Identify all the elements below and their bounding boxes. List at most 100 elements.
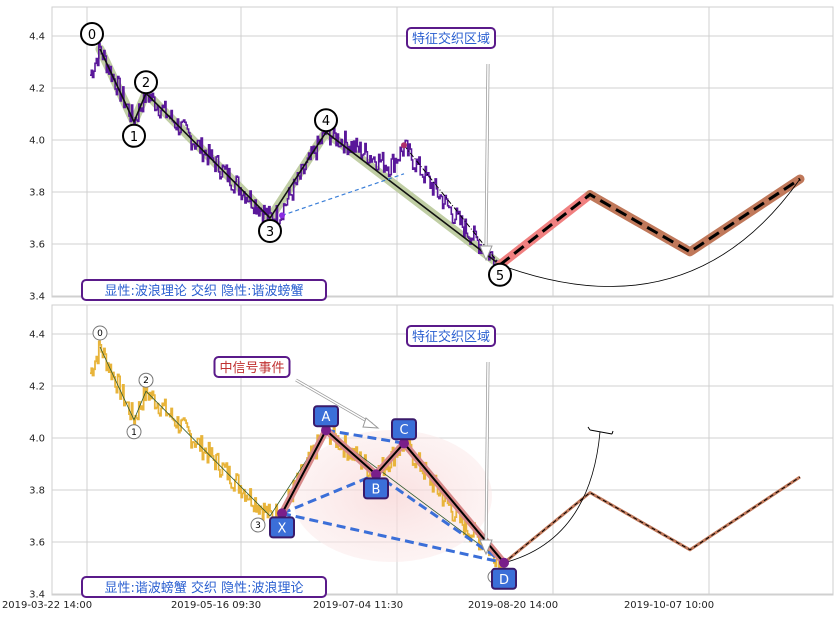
wave-point-0: 0	[80, 22, 104, 46]
arrow-head	[479, 245, 493, 262]
hidden-point	[279, 212, 285, 219]
projection-bracket	[587, 426, 614, 435]
panel-caption-top-box	[81, 279, 327, 301]
wave-point-2-label: 2	[142, 76, 150, 91]
projection-line	[499, 177, 801, 266]
arrow-shaft-inner	[485, 63, 489, 251]
y-tick-label: 4.4	[29, 330, 45, 341]
wave-point-0-label: 0	[97, 329, 103, 339]
harmonic-label-text: B	[372, 482, 381, 497]
x-tick-labels: 2019-03-22 14:00 2019-05-16 09:30 2019-07-…	[2, 600, 714, 611]
harmonic-label-D: D	[491, 567, 517, 590]
harmonic-glow	[292, 430, 492, 562]
x-tick-label: 2019-07-04 11:30	[313, 600, 403, 611]
wave-point-5-circle	[488, 262, 512, 287]
harmonic-label-text: X	[278, 521, 287, 536]
x-tick-label: 2019-05-16 09:30	[171, 600, 261, 611]
harmonic-label-text: C	[399, 423, 408, 438]
x-tick-label: 2019-08-20 14:00	[468, 600, 558, 611]
harmonic-point-dot	[321, 425, 331, 436]
projection-line	[503, 476, 801, 564]
x-tick-label: 2019-03-22 14:00	[2, 600, 92, 611]
y-tick-label: 3.4	[29, 590, 45, 601]
panel-caption-top-text: 显性:波浪理论 交织 隐性:谐波螃蟹	[104, 283, 303, 299]
wave-point-0-circle	[80, 22, 104, 46]
wave-point-5: 5	[488, 262, 512, 287]
wave-point-3-circle	[250, 517, 266, 533]
panel-caption-bottom-text: 显性:谐波螃蟹 交织 隐性:波浪理论	[104, 580, 303, 596]
signal-event-label: 中信号事件	[213, 356, 291, 378]
wave-point-2-circle	[134, 70, 158, 95]
wave-point-2: 2	[138, 372, 154, 388]
wave-point-2: 2	[134, 70, 158, 95]
wave-point-1-label: 1	[130, 130, 138, 145]
y-tick-label: 3.8	[29, 188, 45, 199]
wave-point-4-label: 4	[322, 114, 330, 129]
harmonic-label-A: A	[313, 405, 339, 428]
x-tick-label: 2019-10-07 10:00	[624, 600, 714, 611]
y-tick-label: 3.6	[29, 240, 45, 251]
feature-zone-label-box	[406, 27, 496, 49]
harmonic-point-dot	[399, 438, 409, 449]
harmonic-point-dot	[277, 508, 287, 519]
wave-point-4: 4	[314, 108, 338, 133]
signal-event-label-box	[213, 356, 291, 378]
wave-point-1-circle	[126, 424, 142, 440]
wave-line	[99, 48, 501, 266]
wave-point-2-label: 2	[143, 376, 149, 386]
harmonic-label-box	[391, 418, 417, 441]
harmonic-label-B: B	[363, 477, 389, 500]
y-tick-label: 4.4	[29, 32, 45, 43]
y-tick-label: 3.6	[29, 538, 45, 549]
projection-arc	[499, 178, 801, 287]
wave-point-0-circle	[92, 325, 108, 341]
hidden-harmonic-leg	[281, 173, 405, 216]
harmonic-label-box	[363, 477, 389, 500]
harmonic-label-box	[313, 405, 339, 428]
harmonic-point-dot	[371, 469, 381, 480]
wave-point-1-circle	[122, 123, 146, 148]
wave-point-1: 1	[122, 123, 146, 148]
harmonic-point-dot	[499, 557, 509, 568]
y-tick-label: 4.0	[29, 136, 45, 147]
feature-zone-label-text: 特征交织区域	[412, 329, 490, 345]
wave-point-3-label: 3	[255, 521, 261, 531]
y-tick-label: 3.8	[29, 486, 45, 497]
harmonic-label-C: C	[391, 418, 417, 441]
price-line	[90, 42, 501, 276]
top-y-tick-labels: 3.4 3.6 3.8 4.0 4.2 4.4	[29, 32, 45, 303]
harmonic-label-X: X	[269, 516, 295, 539]
top-plot-content	[90, 42, 805, 287]
wave-point-3: 3	[258, 219, 282, 243]
y-tick-label: 4.2	[29, 84, 45, 95]
feature-zone-label: 特征交织区域	[406, 325, 496, 347]
wave-point-3-label: 3	[266, 225, 274, 240]
harmonic-label-box	[491, 567, 517, 590]
wave-point-4-circle	[314, 108, 338, 133]
harmonic-leg-xd	[281, 511, 505, 565]
feature-zone-label-box	[406, 325, 496, 347]
y-tick-label: 4.2	[29, 382, 45, 393]
arrow-shaft-inner	[485, 361, 489, 549]
wave-point-0-label: 0	[88, 28, 96, 43]
signal-event-label-text: 中信号事件	[219, 361, 284, 376]
hidden-point	[401, 142, 407, 149]
wave-point-1: 1	[126, 424, 142, 440]
projection-arc	[503, 431, 601, 564]
feature-zone-label-text: 特征交织区域	[412, 31, 490, 47]
top-plot-area	[51, 6, 834, 298]
feature-zone-label: 特征交织区域	[406, 27, 496, 49]
wave-point-0: 0	[92, 325, 108, 341]
harmonic-label-text: A	[322, 410, 331, 425]
wave-point-1-label: 1	[131, 428, 137, 438]
harmonic-label-box	[269, 516, 295, 539]
panel-caption-bottom: 显性:谐波螃蟹 交织 隐性:波浪理论	[81, 576, 327, 598]
panel-caption-top: 显性:波浪理论 交织 隐性:谐波螃蟹	[81, 279, 327, 301]
signal-arrow-head	[362, 417, 380, 429]
y-tick-label: 3.4	[29, 292, 45, 303]
hidden-harmonic-leg	[403, 144, 501, 266]
